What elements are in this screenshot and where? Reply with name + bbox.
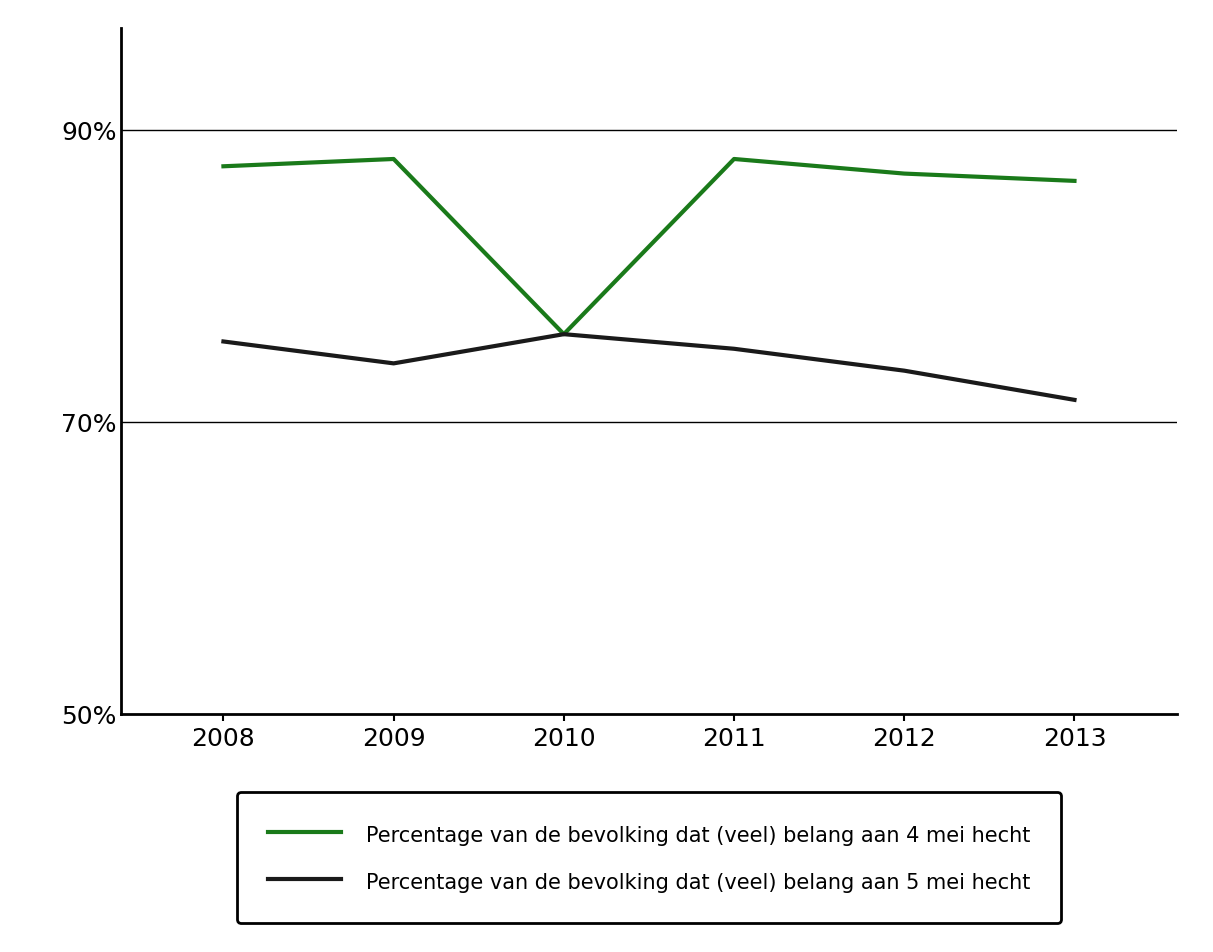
Legend: Percentage van de bevolking dat (veel) belang aan 4 mei hecht, Percentage van de: Percentage van de bevolking dat (veel) b… [237, 792, 1061, 922]
